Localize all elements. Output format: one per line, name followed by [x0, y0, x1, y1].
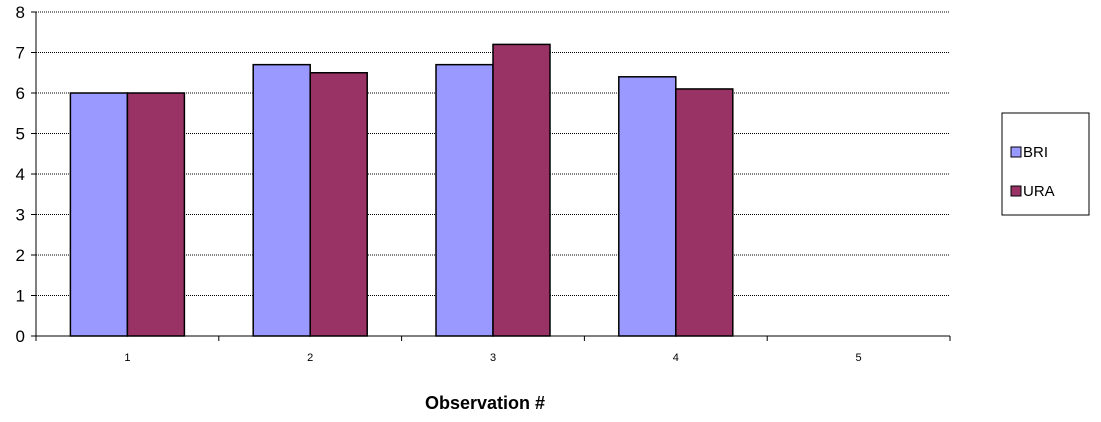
y-tick-label-6: 6: [16, 84, 25, 103]
legend-swatch-ura: [1010, 185, 1022, 197]
y-tick-label-3: 3: [16, 206, 25, 225]
y-tick-label-2: 2: [16, 246, 25, 265]
bar-ura-2: [309, 72, 368, 337]
legend-box: [1001, 112, 1090, 216]
y-tick-label-4: 4: [16, 165, 25, 184]
bar-bri-4: [618, 76, 677, 337]
y-tick-label-1: 1: [16, 287, 25, 306]
bars: [69, 43, 734, 337]
bar-ura-4: [675, 88, 734, 337]
bar-bri-1: [69, 92, 129, 337]
bar-ura-1: [126, 92, 186, 337]
x-tick-label-5: 5: [856, 352, 862, 364]
tick-labels: 0 1 2 3 4 5 6 7 8 1 2 3 4 5: [16, 3, 862, 364]
x-tick-label-4: 4: [673, 352, 679, 364]
legend-swatch-bri: [1010, 146, 1022, 158]
y-tick-label-8: 8: [16, 3, 25, 22]
x-tick-label-3: 3: [490, 352, 496, 364]
y-tick-label-7: 7: [16, 44, 25, 63]
y-tick-label-0: 0: [16, 327, 25, 346]
axes: [31, 11, 951, 341]
bar-ura-3: [492, 43, 551, 337]
x-axis-label: Observation #: [425, 393, 545, 413]
legend: BRI URA: [1001, 112, 1090, 216]
bar-bri-2: [252, 63, 311, 337]
x-tick-label-1: 1: [124, 352, 130, 364]
bar-bri-3: [435, 63, 494, 337]
legend-label-ura: URA: [1023, 183, 1055, 200]
x-tick-label-2: 2: [307, 352, 313, 364]
legend-label-bri: BRI: [1023, 144, 1048, 161]
y-tick-label-5: 5: [16, 125, 25, 144]
